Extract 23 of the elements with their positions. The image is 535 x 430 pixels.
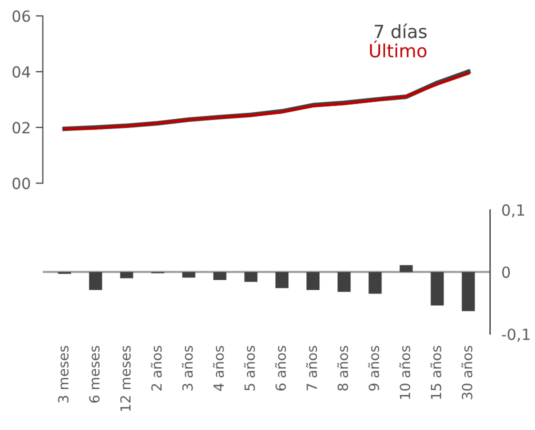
y-tick-label: 00 [12, 178, 30, 190]
x-tick-label: 12 meses [120, 346, 131, 411]
x-tick-label: 3 años [182, 346, 193, 390]
x-tick-label: 5 años [244, 346, 255, 390]
y-tick-label: 0 [502, 266, 510, 278]
x-tick-label: 6 meses [89, 346, 100, 403]
x-tick-label: 15 años [430, 346, 442, 399]
y-tick-label: 06 [12, 10, 30, 22]
x-tick-label: 9 años [368, 346, 380, 391]
x-tick-label: 2 años [150, 346, 162, 390]
series-label: Último [370, 40, 426, 58]
x-tick-label: 3 meses [58, 346, 69, 403]
y-tick-label: -0,1 [502, 328, 530, 342]
x-tick-label: 4 años [212, 346, 224, 391]
y-tick-label: 04 [12, 66, 30, 78]
x-tick-label: 6 años [275, 346, 286, 391]
x-tick-label: 7 años [306, 346, 318, 390]
text: 7 días [374, 24, 427, 38]
y-tick-label: 02 [12, 122, 30, 134]
x-tick-label: 30 años [461, 346, 472, 400]
x-tick-label: 8 años [337, 346, 348, 391]
x-tick-label: 10 años [399, 346, 410, 399]
y-tick-label: 0,1 [502, 204, 524, 218]
